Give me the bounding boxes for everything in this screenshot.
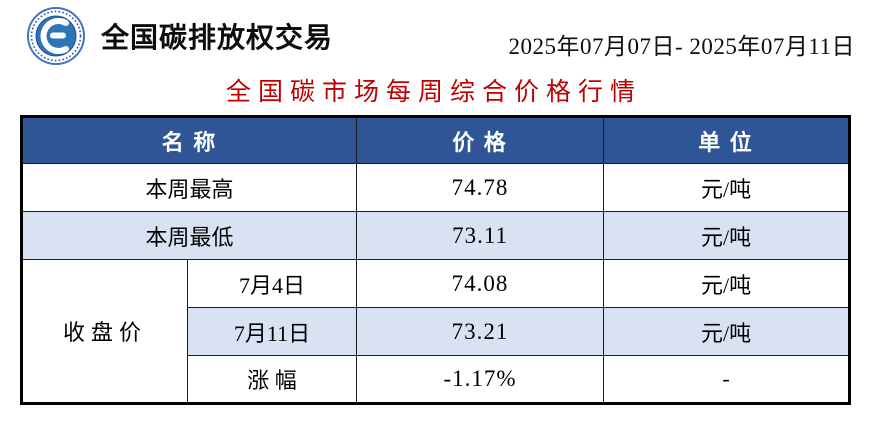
brand-title: 全国碳排放权交易	[101, 23, 334, 54]
row-label: 本周最高	[20, 163, 358, 212]
top-header: 全国碳排放权交易 2025年07月07日- 2025年07月11日	[0, 0, 869, 70]
table-row-change: 涨 幅 -1.17% -	[22, 355, 851, 404]
table-row-week-low: 本周最低 73.11 元/吨	[20, 211, 851, 260]
row-price: -1.17%	[356, 355, 605, 404]
col-header-name: 名 称	[20, 116, 358, 164]
row-price: 74.78	[356, 163, 605, 212]
col-header-price: 价 格	[356, 116, 605, 164]
row-sublabel: 涨 幅	[186, 355, 358, 404]
date-range: 2025年07月07日- 2025年07月11日	[508, 34, 855, 59]
row-unit: 元/吨	[603, 163, 851, 212]
row-unit: 元/吨	[603, 211, 851, 260]
row-price: 73.11	[356, 211, 605, 260]
price-table: 名 称 价 格 单 位 本周最高 74.78 元/吨 本周最低 73.11 元/…	[20, 115, 852, 405]
row-group-label: 收盘价	[21, 259, 188, 404]
row-price: 73.21	[356, 307, 605, 356]
row-sublabel: 7月11日	[186, 307, 358, 356]
row-label: 本周最低	[20, 211, 358, 260]
row-sublabel: 7月4日	[186, 259, 358, 308]
carbon-exchange-logo	[27, 7, 85, 65]
row-unit: -	[603, 355, 851, 404]
row-unit: 元/吨	[603, 259, 851, 308]
table-row-close-jul11: 7月11日 73.21 元/吨	[22, 307, 851, 356]
table-row-close-jul4: 收盘价 7月4日 74.08 元/吨	[21, 259, 851, 404]
col-header-unit: 单 位	[603, 116, 851, 164]
page-title: 全国碳市场每周综合价格行情	[225, 79, 642, 106]
table-row-week-high: 本周最高 74.78 元/吨	[20, 163, 851, 212]
row-unit: 元/吨	[603, 307, 851, 356]
table-header-row: 名 称 价 格 单 位	[20, 116, 851, 164]
row-price: 74.08	[356, 259, 605, 308]
